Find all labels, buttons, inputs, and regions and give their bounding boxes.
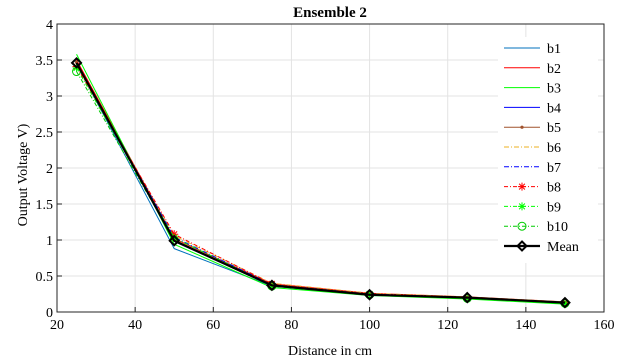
data-point	[170, 233, 179, 242]
series-line	[75, 62, 565, 304]
legend-label: b8	[547, 181, 561, 196]
legend-marker	[518, 202, 526, 211]
data-point	[461, 291, 474, 304]
data-point	[70, 56, 83, 69]
legend-item-b2: b2	[504, 62, 561, 77]
legend-label: b9	[547, 200, 561, 215]
x-tick-label: 160	[594, 318, 615, 333]
data-point	[559, 296, 571, 309]
legend-item-b10: b10	[504, 220, 568, 235]
legend-box	[498, 37, 598, 263]
legend-label: b6	[547, 141, 561, 156]
legend-item-b6: b6	[504, 141, 561, 156]
chart-title: Ensemble 2	[293, 5, 367, 21]
axis-ticks: 20 40 60 80 100 120 140 160 0 0.5 1 1.5 2 2.5 3 3.5 4	[36, 18, 615, 333]
legend-marker	[516, 240, 528, 252]
x-tick-label: 120	[437, 318, 458, 333]
y-tick-label: 0.5	[36, 270, 54, 285]
legend-item-b8: b8	[504, 181, 561, 196]
x-tick-label: 20	[50, 318, 64, 333]
series-layer	[70, 54, 571, 309]
y-tick-label: 3.5	[36, 54, 54, 69]
y-tick-label: 2	[46, 162, 53, 177]
x-tick-label: 140	[515, 318, 536, 333]
legend-item-b4: b4	[504, 101, 561, 116]
y-tick-label: 3	[46, 90, 53, 105]
y-tick-label: 1	[46, 234, 53, 249]
legend-label: Mean	[547, 240, 579, 255]
x-tick-label: 60	[206, 318, 220, 333]
legend-label: b3	[547, 82, 561, 97]
x-tick-label: 40	[128, 318, 142, 333]
legend-marker	[518, 182, 526, 191]
legend-label: b1	[547, 42, 561, 57]
legend-item-mean: Mean	[504, 240, 579, 255]
legend-marker	[517, 221, 527, 231]
legend-label: b5	[547, 121, 561, 136]
y-axis-label: Output Voltage V)	[16, 123, 31, 226]
legend-label: b4	[547, 101, 561, 116]
series-mean	[70, 56, 571, 309]
data-point	[363, 288, 376, 301]
x-axis-label: Distance in cm	[288, 344, 372, 359]
legend-item-b1: b1	[504, 42, 561, 57]
y-tick-label: 1.5	[36, 198, 54, 213]
legend-item-b7: b7	[504, 161, 561, 176]
legend-item-b5: b5	[504, 121, 561, 136]
legend-label: b2	[547, 62, 561, 77]
y-tick-label: 0	[46, 306, 53, 321]
x-tick-label: 100	[359, 318, 380, 333]
legend-item-b9: b9	[504, 200, 561, 215]
data-point	[168, 234, 181, 247]
legend-item-b3: b3	[504, 82, 561, 97]
legend-marker	[520, 125, 524, 129]
y-tick-label: 4	[46, 18, 53, 33]
legend-label: b7	[547, 161, 561, 176]
x-tick-label: 80	[284, 318, 298, 333]
y-tick-label: 2.5	[36, 126, 54, 141]
legend: b1 b2 b3 b4 b5 b6 b7 b8 b9 b10 Mean	[498, 37, 598, 263]
legend-label: b10	[547, 220, 568, 235]
data-point	[265, 279, 278, 292]
